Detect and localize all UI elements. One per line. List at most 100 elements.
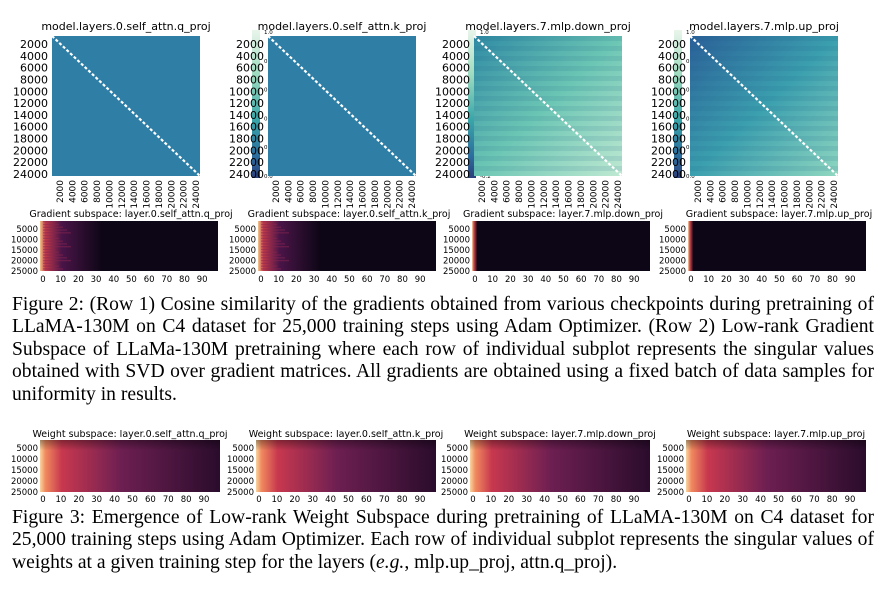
y-tick-label: 20000	[227, 477, 254, 487]
x-tick-label: 60	[792, 275, 803, 285]
x-tick-label: 30	[307, 495, 318, 502]
x-tick-label: 90	[415, 275, 426, 285]
y-tick-label: 2000	[20, 38, 48, 51]
heatmap-texture	[690, 166, 838, 171]
y-tick-label: 15000	[11, 466, 38, 476]
x-tick-label: 70	[593, 275, 604, 285]
x-tick-label: 40	[540, 275, 551, 285]
y-tick-label: 5000	[446, 444, 468, 454]
x-tick-label: 90	[415, 495, 426, 502]
x-tick-label: 4000	[68, 180, 78, 203]
y-tick-label: 24000	[651, 168, 686, 181]
gradient-subspace-panel: Gradient subspace: layer.7.mlp.up_proj50…	[659, 209, 872, 285]
heatmap-texture	[690, 126, 838, 131]
x-tick-label: 6000	[81, 180, 91, 203]
x-tick-label: 22000	[602, 180, 612, 209]
figure-3-caption-pre: Emergence of Low-rank Weight Subspace du…	[12, 507, 874, 573]
x-tick-label: 4000	[706, 180, 716, 203]
x-tick-label: 30	[91, 495, 102, 502]
y-tick-label: 12000	[229, 97, 264, 110]
subspace-texture	[261, 268, 281, 270]
x-tick-label: 10	[703, 275, 714, 285]
panel-title: Weight subspace: layer.7.mlp.down_proj	[464, 430, 656, 440]
y-tick-label: 12000	[13, 97, 48, 110]
y-tick-label: 10000	[443, 236, 470, 246]
y-tick-label: 15000	[229, 246, 256, 256]
y-tick-label: 14000	[651, 109, 686, 122]
y-tick-label: 15000	[227, 466, 254, 476]
subspace-texture	[43, 257, 67, 259]
y-tick-label: 8000	[442, 73, 470, 86]
x-tick-label: 90	[629, 495, 640, 502]
subspace-texture	[261, 243, 285, 245]
x-tick-label: 70	[593, 495, 604, 502]
x-tick-label: 8000	[731, 180, 741, 203]
subspace-texture	[261, 262, 273, 265]
y-tick-label: 16000	[13, 121, 48, 134]
figure-2: model.layers.0.self_attn.q_proj200040006…	[11, 20, 872, 285]
y-tick-label: 20000	[435, 144, 470, 157]
y-tick-label: 16000	[651, 121, 686, 134]
heatmap-texture	[474, 66, 622, 71]
y-tick-label: 20000	[441, 477, 468, 487]
y-tick-label: 8000	[20, 73, 48, 86]
x-tick-label: 30	[523, 275, 534, 285]
y-tick-label: 25000	[229, 267, 256, 277]
y-tick-label: 6000	[20, 62, 48, 75]
figure-2-caption: Figure 2: (Row 1) Cosine similarity of t…	[12, 294, 874, 406]
heatmap-texture	[690, 96, 838, 101]
heatmap-texture	[474, 166, 622, 171]
y-tick-label: 10000	[229, 85, 264, 98]
heatmap-texture	[474, 156, 622, 161]
heatmap-diagonal	[473, 35, 623, 177]
subspace-texture	[43, 248, 55, 251]
subspace-heatmap	[688, 221, 866, 271]
heatmap-texture	[474, 56, 622, 61]
x-tick-label: 10	[487, 275, 498, 285]
x-tick-label: 18000	[793, 180, 803, 209]
x-tick-label: 20000	[805, 180, 815, 209]
gradient-subspace-panel: Gradient subspace: layer.0.self_attn.q_p…	[11, 209, 233, 285]
subspace-texture	[261, 257, 285, 259]
y-tick-label: 15000	[443, 246, 470, 256]
y-tick-label: 14000	[13, 109, 48, 122]
colorbar-tick: 1.0	[686, 30, 695, 36]
colorbar	[252, 30, 260, 178]
y-tick-label: 20000	[651, 144, 686, 157]
y-tick-label: 10000	[435, 85, 470, 98]
x-tick-label: 20	[289, 495, 300, 502]
x-tick-label: 90	[845, 275, 856, 285]
x-tick-label: 50	[343, 495, 354, 502]
y-tick-label: 24000	[229, 168, 264, 181]
y-tick-label: 5000	[664, 225, 686, 235]
x-tick-label: 20	[721, 275, 732, 285]
y-tick-label: 10000	[13, 85, 48, 98]
x-tick-label: 40	[755, 495, 766, 502]
x-tick-label: 10	[701, 495, 712, 502]
panel-title: model.layers.7.mlp.down_proj	[465, 20, 631, 33]
subspace-texture	[43, 262, 55, 265]
x-tick-label: 70	[379, 495, 390, 502]
y-tick-label: 5000	[16, 444, 38, 454]
x-tick-label: 0	[40, 495, 45, 502]
y-tick-label: 5000	[232, 444, 254, 454]
figure-3-caption: Figure 3: Emergence of Low-rank Weight S…	[12, 507, 874, 574]
weight-subspace-panel: Weight subspace: layer.7.mlp.up_proj5000…	[657, 430, 866, 502]
subspace-texture	[261, 229, 285, 231]
subspace-texture	[43, 229, 67, 231]
x-tick-label: 10	[55, 495, 66, 502]
heatmap-texture	[474, 126, 622, 131]
x-tick-label: 30	[521, 495, 532, 502]
figure-2-label: Figure 2:	[12, 294, 84, 315]
x-tick-label: 50	[774, 275, 785, 285]
y-tick-label: 22000	[229, 156, 264, 169]
heatmap-texture	[690, 56, 838, 61]
x-tick-label: 24000	[830, 180, 840, 209]
y-tick-label: 25000	[441, 488, 468, 498]
x-tick-label: 20	[719, 495, 730, 502]
heatmap-diagonal	[267, 35, 417, 177]
subspace-texture	[43, 243, 67, 245]
x-tick-label: 0	[256, 495, 261, 502]
subspace-texture	[261, 259, 289, 262]
subspace-texture	[261, 265, 277, 267]
